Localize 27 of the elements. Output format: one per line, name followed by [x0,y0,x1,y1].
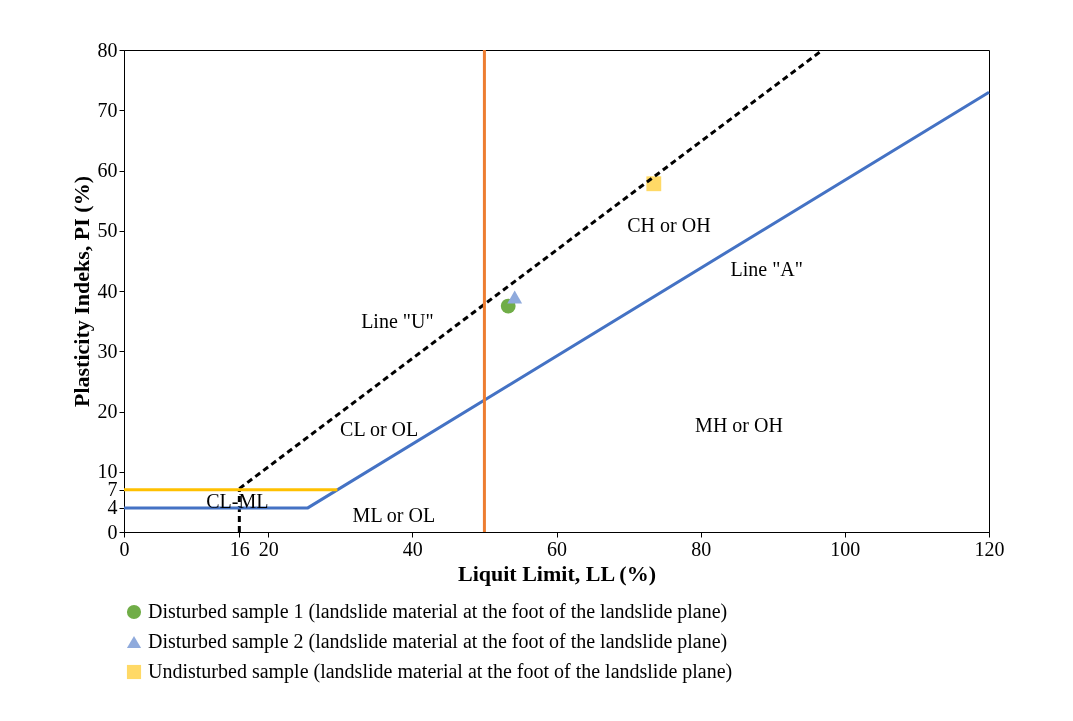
legend-label: Disturbed sample 1 (landslide material at the foot of the landslide plane) [148,600,728,623]
y-tick-label: 70 [97,98,118,121]
x-tick-label: 16 [229,537,250,560]
x-tick-label: 20 [258,537,279,560]
annotation: Line "U" [361,309,434,332]
annotation: Line "A" [730,257,803,280]
annotation: CL-ML [206,489,269,512]
annotation: CL or OL [340,418,419,441]
x-tick-label: 120 [974,537,1005,560]
y-tick-label: 80 [97,38,118,61]
legend-label: Disturbed sample 2 (landslide material at the foot of the landslide plane) [148,630,728,653]
annotation: ML or OL [352,503,436,526]
legend-label: Undisturbed sample (landslide material at the foot of the landslide plane) [148,660,733,683]
x-tick-label: 60 [547,537,567,560]
annotation: MH or OH [695,413,783,436]
y-tick-label: 0 [107,520,118,543]
y-tick-label: 40 [97,279,118,302]
annotation: CH or OH [627,213,711,236]
y-tick-label: 20 [97,400,118,422]
y-tick-label: 60 [97,159,118,181]
y-tick-label: 30 [97,339,118,362]
x-tick-label: 80 [691,537,712,560]
y-tick-label: 50 [97,219,118,242]
x-axis-title: Liquit Limit, LL (%) [457,560,657,586]
x-tick-label: 100 [830,537,861,560]
y-axis-title: Plasticity Indeks, PI (%) [68,176,94,407]
x-tick-label: 40 [402,537,423,560]
